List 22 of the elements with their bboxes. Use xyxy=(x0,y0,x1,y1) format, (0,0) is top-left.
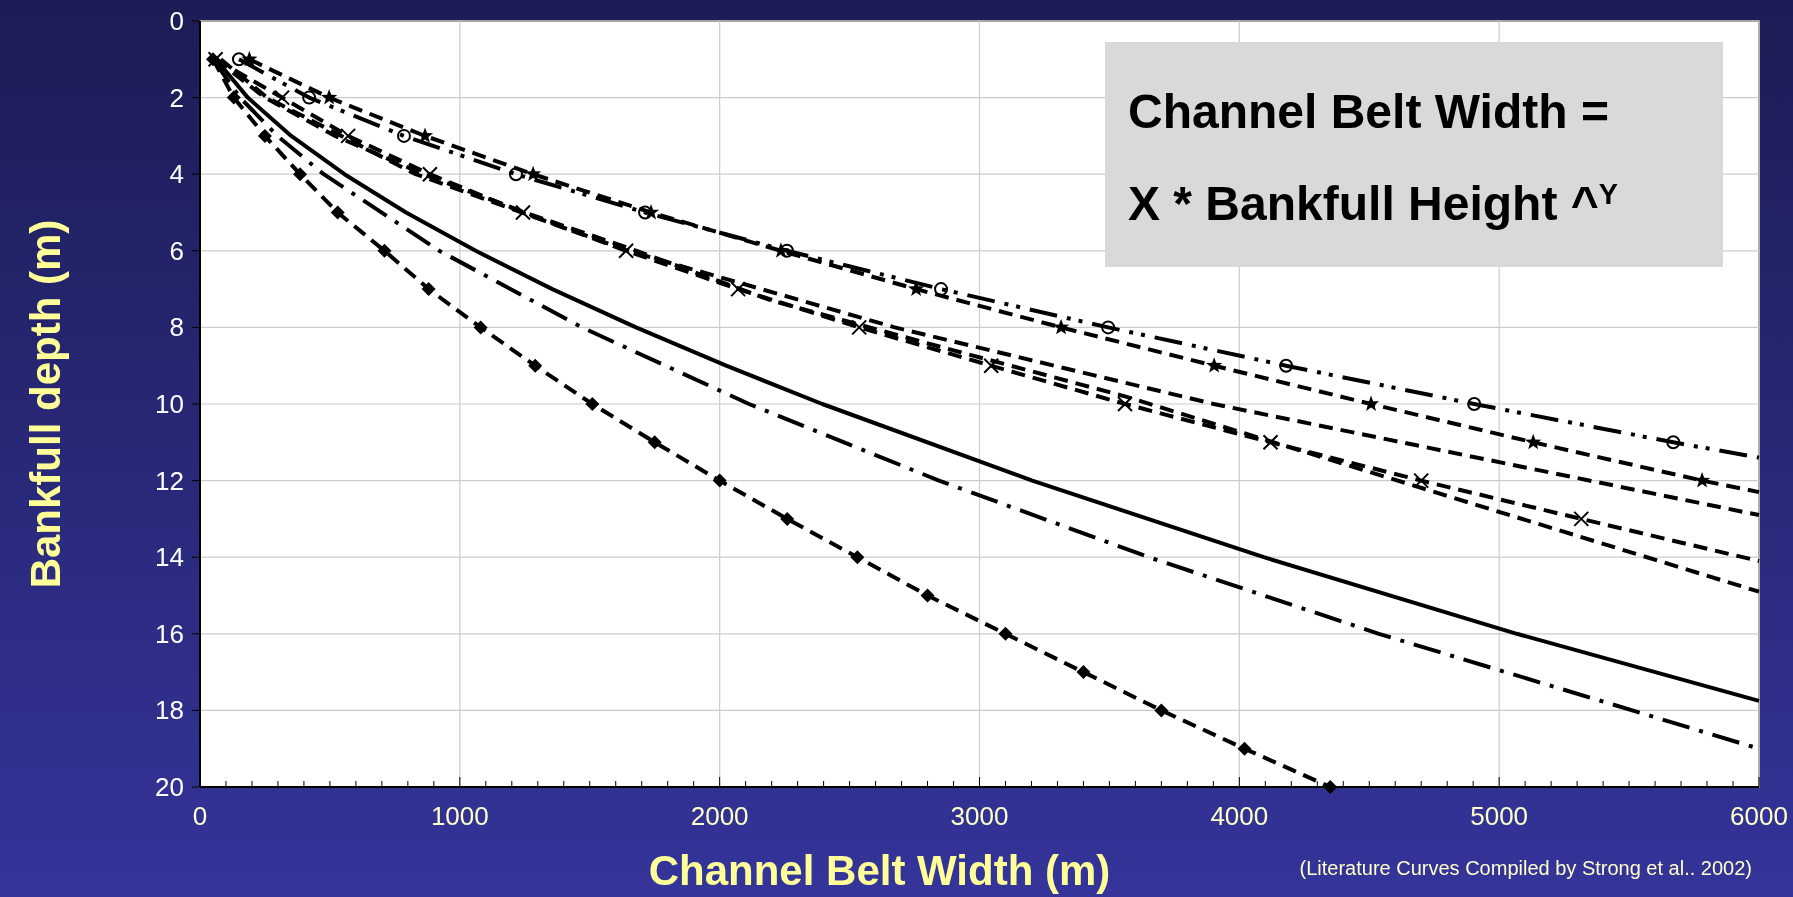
x-tick-label: 4000 xyxy=(1210,801,1269,831)
x-tick-label: 2000 xyxy=(690,801,749,831)
y-tick-label: 2 xyxy=(169,82,184,113)
y-tick-label: 0 xyxy=(169,6,184,36)
text: (Literature Curves Compiled by Strong et al.. 2002) xyxy=(1299,857,1752,879)
x-tick-label: 1000 xyxy=(430,801,489,831)
y-tick-label: 4 xyxy=(169,159,184,190)
y-tick-label: 6 xyxy=(169,235,184,266)
x-tick-label: 5000 xyxy=(1470,801,1529,831)
y-tick-label: 20 xyxy=(155,772,184,802)
y-tick-label: 10 xyxy=(155,389,184,419)
x-tick-label: 0 xyxy=(192,801,208,831)
x-tick-label: 6000 xyxy=(1730,801,1788,831)
annotation: Channel Belt Width = X * Bankfull Height ^$^{Y}$ xyxy=(1128,85,1618,230)
x-axis-title: Channel Belt Width (m) xyxy=(648,847,1111,894)
y-tick-label: 12 xyxy=(155,465,184,496)
y-tick-label: 14 xyxy=(155,542,184,573)
y-axis-title: Bankfull depth (m) xyxy=(22,219,69,589)
x-tick-label: 3000 xyxy=(950,801,1009,831)
y-tick-label: 18 xyxy=(155,695,184,726)
y-tick-label: 8 xyxy=(169,312,184,343)
y-tick-label: 16 xyxy=(155,618,184,649)
